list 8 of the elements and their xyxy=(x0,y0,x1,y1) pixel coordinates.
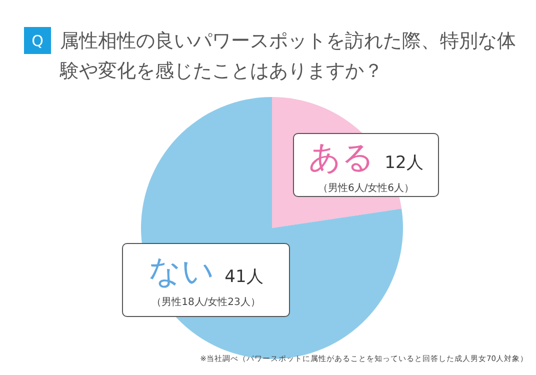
chart-title: 属性相性の良いパワースポットを訪れた際、特別な体験や変化を感じたことはありますか？ xyxy=(60,29,517,84)
text: （男性6人/女性6人） xyxy=(318,183,414,194)
data-label: 12人 xyxy=(384,152,424,174)
slice-label: ある xyxy=(308,137,375,178)
data-label: 41人 xyxy=(224,266,264,288)
slice-label: ない xyxy=(148,251,215,292)
text: （男性18人/女性23人） xyxy=(152,297,260,308)
text: Q xyxy=(24,27,51,54)
